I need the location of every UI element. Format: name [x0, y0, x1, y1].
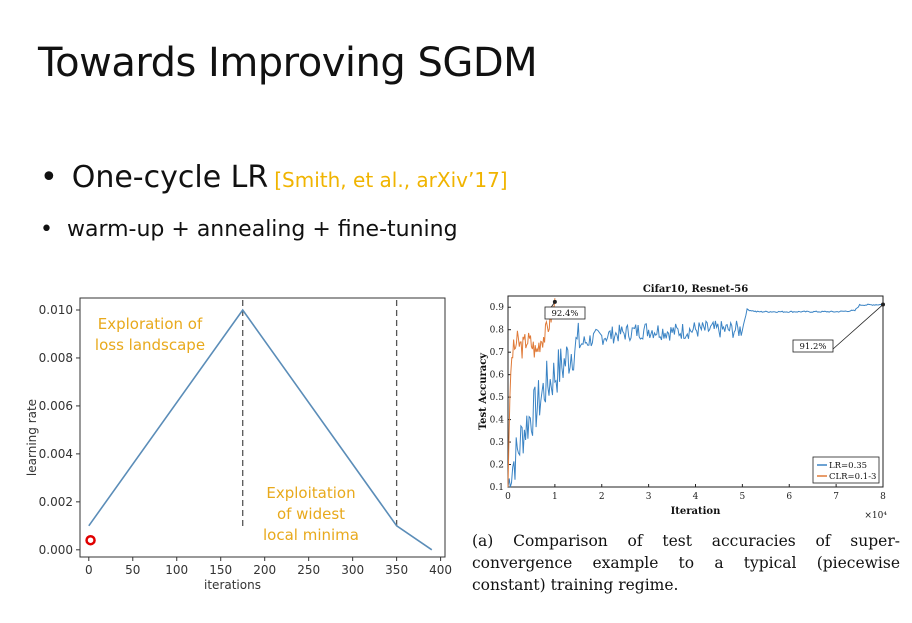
bullet-dot: •: [40, 160, 58, 195]
legend-box: [812, 456, 880, 484]
x-tick-label: 4: [693, 492, 699, 502]
y-axis-label: learning rate: [25, 399, 39, 476]
y-axis-label: Test Accuracy: [478, 352, 489, 430]
x-tick-label: 7: [833, 492, 839, 502]
x-tick-label: 50: [125, 563, 140, 577]
annotation-box: [792, 339, 834, 353]
annotation-exploitation: local minima: [263, 526, 359, 544]
legend-label: LR=0.35: [829, 461, 867, 471]
slide-title: Towards Improving SGDM: [38, 40, 538, 86]
x-tick-label: 200: [253, 563, 276, 577]
bullet-one-cycle: • One-cycle LR [Smith, et al., arXiv’17]: [40, 160, 508, 195]
y-tick-label: 0.006: [39, 399, 73, 413]
series-clr-line: [507, 298, 556, 488]
bullet-warmup-text: warm-up + annealing + fine-tuning: [66, 217, 458, 242]
x-tick-label: 0: [505, 492, 511, 502]
x-tick-label: 2: [599, 492, 605, 502]
annotation-point: [881, 302, 885, 307]
legend-label: CLR=0.1-3: [829, 472, 876, 482]
x-tick-label: 1: [552, 492, 558, 502]
annotation-exploration: loss landscape: [95, 336, 205, 354]
annotation-exploration: Exploration of: [98, 315, 203, 333]
x-tick-label: 3: [646, 492, 652, 502]
annotation-point: [552, 299, 557, 304]
x-tick-label: 300: [341, 563, 364, 577]
accuracy-chart: Cifar10, Resnet-56 0 1 2 3 4 5 6 7 8 0.1 0.2 0.3 0.4 0…: [478, 284, 887, 521]
citation: [Smith, et al., arXiv’17]: [274, 168, 508, 192]
y-tick-label: 0.008: [39, 351, 73, 365]
x-tick-label: 0: [85, 563, 93, 577]
y-tick-label: 0.4: [490, 416, 505, 426]
x-axis-label: iterations: [204, 578, 261, 592]
x-tick-label: 6: [786, 492, 792, 502]
y-tick-label: 0.2: [490, 461, 504, 471]
series-lr-line: [507, 303, 884, 488]
x-tick-label: 150: [209, 563, 232, 577]
x-tick-label: 400: [429, 563, 452, 577]
x-axis-label: Iteration: [671, 506, 721, 517]
lr-series-line: [88, 308, 433, 551]
y-tick-label: 0.7: [490, 348, 505, 358]
y-tick-label: 0.000: [39, 543, 73, 557]
lr-schedule-chart: 0 50 100 150 200 250 300 350 400 0.000 0.002 0.004 0…: [25, 297, 452, 592]
y-tick-label: 0.5: [490, 393, 505, 403]
y-tick-label: 0.3: [490, 438, 505, 448]
y-tick-label: 0.004: [39, 447, 73, 461]
bullet-dot-small: •: [40, 217, 53, 242]
x-tick-label: 250: [297, 563, 320, 577]
y-tick-label: 0.8: [490, 326, 505, 336]
annotation-box: [544, 306, 586, 320]
x-tick-label: 350: [385, 563, 408, 577]
cursor-marker: [85, 534, 96, 546]
annotation-exploitation: Exploitation: [266, 484, 355, 502]
x-multiplier: ×10⁴: [864, 511, 887, 521]
x-tick-label: 100: [165, 563, 188, 577]
plot-frame: [79, 297, 446, 558]
annotation-exploitation: of widest: [277, 505, 345, 523]
y-tick-label: 0.1: [490, 483, 504, 493]
bullet-one-cycle-text: One-cycle LR: [71, 160, 269, 195]
y-tick-label: 0.6: [490, 371, 505, 381]
figure-caption: (a) Comparison of test accuracies of sup…: [472, 532, 900, 594]
chart-title: Cifar10, Resnet-56: [643, 284, 748, 295]
y-tick-label: 0.010: [39, 303, 73, 317]
y-tick-label: 0.002: [39, 495, 73, 509]
bullet-warmup: • warm-up + annealing + fine-tuning: [40, 217, 458, 242]
x-tick-label: 8: [880, 492, 886, 502]
annotation-leader: [832, 304, 884, 350]
annotation-label: 91.2%: [799, 342, 826, 352]
y-tick-label: 0.9: [490, 303, 505, 313]
annotation-label: 92.4%: [551, 309, 578, 319]
x-tick-label: 5: [740, 492, 746, 502]
